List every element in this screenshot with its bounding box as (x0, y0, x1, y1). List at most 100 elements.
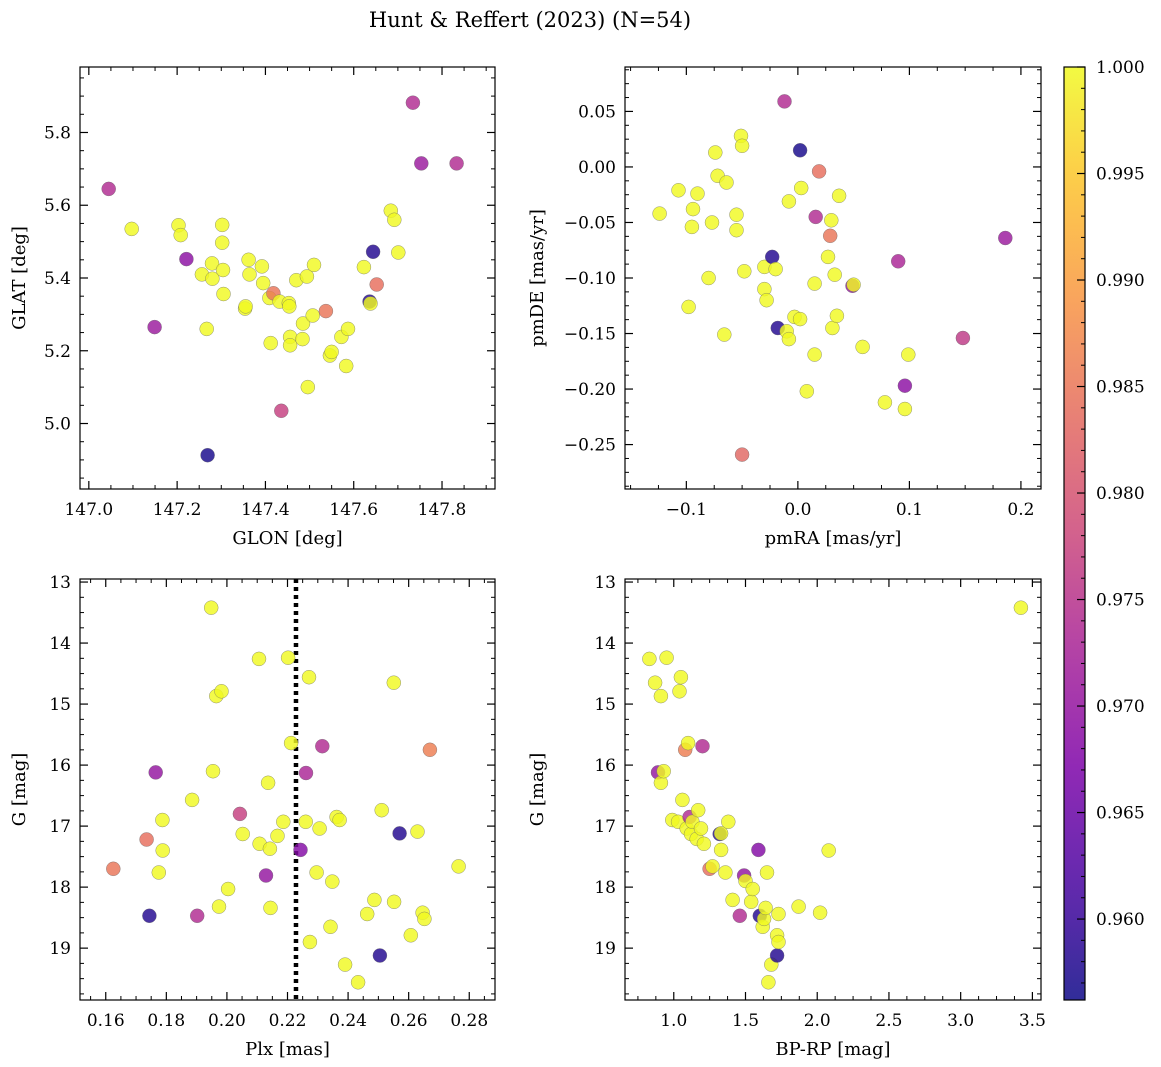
scatter-point (318, 303, 334, 319)
scatter-point (449, 156, 464, 171)
x-tick-label: 3.0 (947, 1011, 974, 1031)
scatter-point (255, 275, 271, 291)
scatter-point (263, 335, 278, 351)
scatter-point (251, 651, 267, 667)
scatter-point (302, 934, 318, 950)
scatter-point (693, 821, 709, 836)
scatter-point (822, 228, 838, 244)
scatter-point (846, 277, 861, 292)
scatter-point (323, 919, 338, 935)
scatter-point (821, 843, 836, 858)
colorbar-bar (1063, 66, 1086, 1001)
scatter-point (690, 802, 706, 818)
scatter-point (807, 276, 822, 291)
scatter-point (793, 180, 809, 196)
scatter-point (1013, 600, 1029, 615)
scatter-point (764, 249, 780, 265)
x-tick-label: −0.1 (666, 500, 707, 520)
y-tick-label: 13 (49, 573, 71, 593)
scatter-point (652, 206, 667, 221)
colorbar-tick-label: 0.985 (1096, 378, 1145, 398)
colorbar-tick-label: 0.960 (1096, 910, 1145, 930)
scatter-point (325, 874, 340, 889)
x-tick-label: 0.26 (390, 1011, 428, 1031)
scatter-point (701, 270, 716, 286)
scatter-point (877, 395, 893, 410)
panels: 147.0 147.2 147.4 147.6 147.8 5.0 5.2 5.4 5.6 5.8… (9, 66, 1046, 1060)
colorbar-tick-label: 0.965 (1096, 804, 1145, 824)
scatter-point (199, 321, 214, 337)
scatter-point (350, 975, 366, 990)
scatter-point (392, 826, 407, 841)
scatter-point (725, 892, 740, 908)
scatter-point (324, 344, 339, 360)
scatter-point (897, 401, 913, 417)
scatter-point (672, 684, 687, 699)
scatter-point (263, 900, 278, 916)
plot-frame (624, 578, 1042, 1001)
scatter-point (298, 814, 313, 830)
scatter-point (214, 217, 230, 233)
y-tick-label: −0.10 (564, 269, 616, 289)
scatter-point (283, 735, 299, 751)
scatter-point (205, 763, 221, 779)
colorbar-tick-label: 0.970 (1096, 697, 1145, 717)
y-axis-label: G [mag] (9, 753, 30, 826)
x-tick-label: 147.2 (153, 500, 202, 520)
scatter-point (729, 222, 744, 238)
y-tick-label: 15 (49, 695, 71, 715)
x-tick-label: 3.5 (1019, 1011, 1046, 1031)
scatter-point (777, 94, 792, 109)
scatter-point (184, 792, 200, 808)
x-tick-label: 147.0 (64, 500, 113, 520)
scatter-point (831, 188, 847, 204)
scatter-point (204, 256, 220, 271)
scatter-point (781, 331, 797, 347)
x-tick-label: 2.0 (804, 1011, 831, 1031)
scatter-point (386, 675, 402, 690)
scatter-point (369, 277, 384, 292)
y-tick-label: 17 (49, 817, 71, 837)
y-tick-label: 5.6 (44, 196, 71, 216)
scatter-point (719, 175, 734, 190)
y-tick-label: −0.05 (564, 213, 616, 233)
colorbar-tick-label: 0.995 (1096, 165, 1145, 185)
scatter-point (338, 358, 354, 374)
scatter-point (315, 738, 330, 754)
y-axis-label: GLAT [deg] (9, 226, 30, 330)
y-tick-label: 19 (49, 939, 71, 959)
scatter-point (214, 235, 230, 250)
y-tick-label: 18 (594, 878, 616, 898)
scatter-point (659, 650, 674, 665)
y-tick-label: 5.0 (44, 415, 71, 435)
scatter-point (106, 861, 121, 877)
scatter-point (768, 261, 783, 277)
scatter-point (825, 320, 840, 336)
scatter-point (998, 230, 1013, 246)
y-tick-label: 5.4 (44, 269, 71, 289)
scatter-point (897, 378, 913, 393)
scatter-point (414, 156, 429, 171)
y-tick-label: 0.00 (578, 158, 616, 178)
colorbar-tick-label: 0.975 (1096, 591, 1145, 611)
scatter-point (300, 379, 316, 395)
scatter-point (295, 316, 311, 331)
scatter-point (690, 186, 705, 201)
scatter-point (717, 327, 732, 342)
scatter-point (363, 296, 378, 311)
x-tick-label: 0.28 (450, 1011, 488, 1031)
scatter-point (422, 742, 438, 758)
x-tick-label: 147.6 (329, 500, 378, 520)
scatter-point (295, 331, 310, 347)
y-tick-label: 14 (49, 634, 71, 654)
x-tick-label: 0.20 (208, 1011, 246, 1031)
x-axis-label: Plx [mas] (245, 1039, 330, 1060)
scatter-point (340, 321, 356, 337)
scatter-point (306, 257, 322, 273)
scatter-point (203, 600, 219, 615)
scatter-point (214, 684, 229, 699)
scatter-point (139, 832, 154, 847)
x-axis-label: GLON [deg] (232, 528, 342, 549)
panel-2: −0.1 0.0 0.1 0.2 −0.25 −0.20 −0.15 −0.10 −0.05 0.… (527, 66, 1042, 549)
